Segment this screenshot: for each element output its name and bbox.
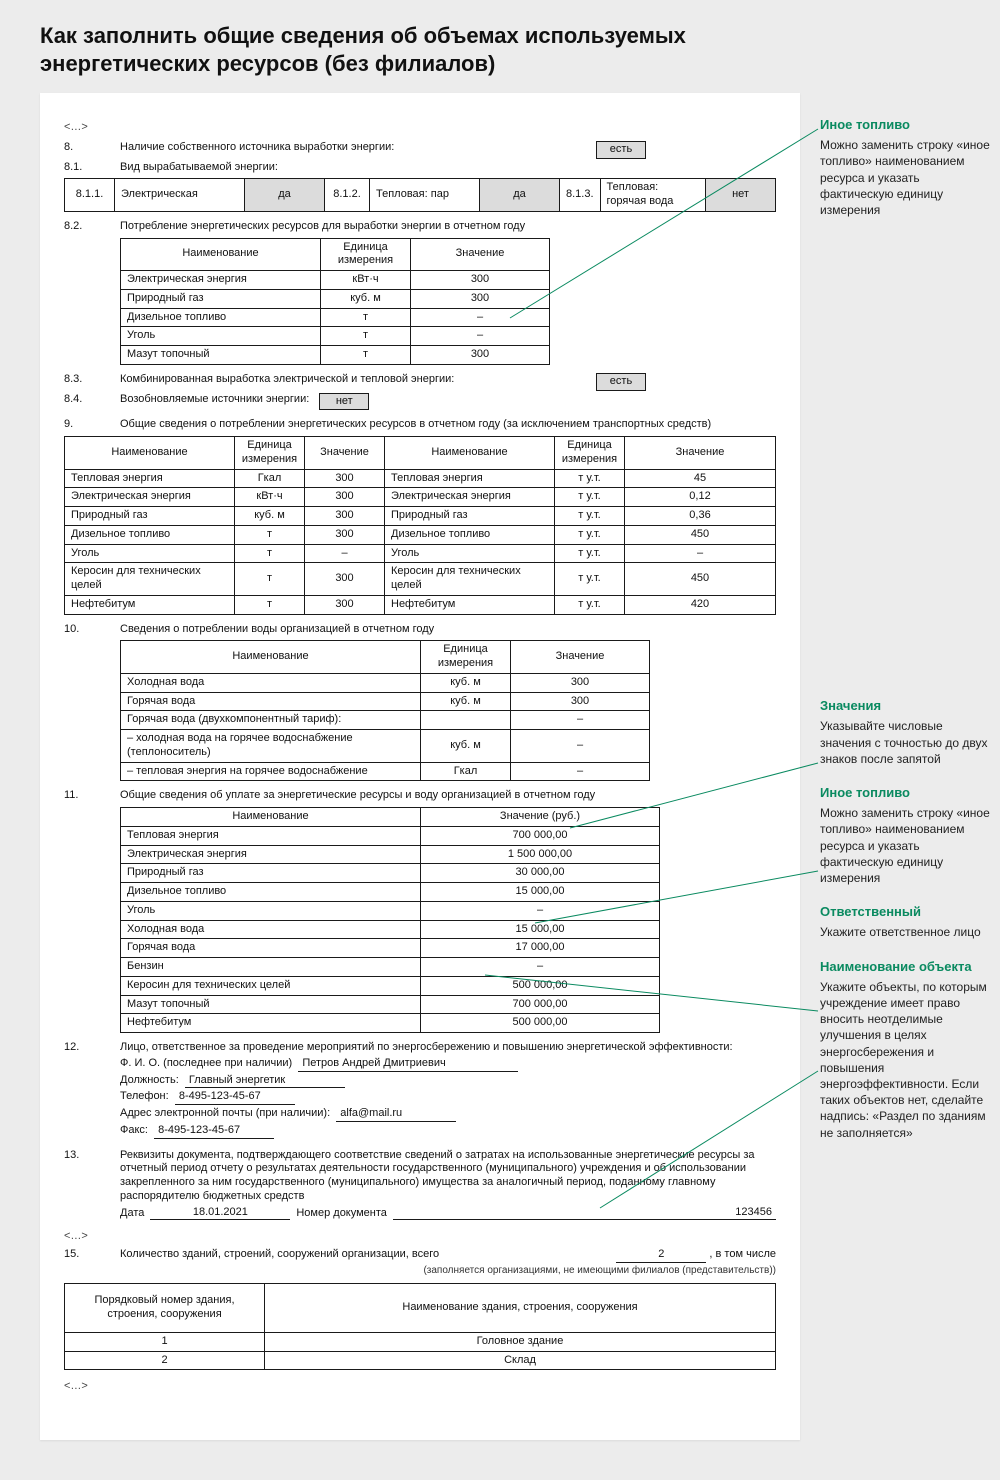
- row-10: 10. Сведения о потреблении воды организа…: [64, 623, 776, 637]
- table-row: Уголь–: [121, 901, 660, 920]
- table-row: Природный газкуб. м300Природный газт у.т…: [65, 507, 776, 526]
- field-fax: 8-495-123-45-67: [154, 1124, 274, 1139]
- table-row: Холодная вода15 000,00: [121, 920, 660, 939]
- table-row: 1Головное здание: [65, 1332, 776, 1351]
- table-15: Порядковый номер здания, строения, соору…: [64, 1283, 776, 1370]
- row-8-2: 8.2. Потребление энергетических ресурсов…: [64, 220, 776, 234]
- note-responsible: Ответственный Укажите ответственное лицо: [820, 904, 990, 940]
- note-values: Значения Указывайте числовые значения с …: [820, 698, 990, 767]
- field-fio: Петров Андрей Дмитриевич: [298, 1057, 518, 1072]
- ellipsis-top: <…>: [64, 121, 776, 135]
- table-row: Дизельное топливот300Дизельное топливот …: [65, 525, 776, 544]
- table-8-1-1: 8.1.1. Электрическая да 8.1.2. Тепловая:…: [64, 178, 776, 212]
- table-row: Тепловая энергияГкал300Тепловая энергият…: [65, 469, 776, 488]
- table-10: Наименование Единица измерения Значение …: [120, 640, 650, 781]
- note-object-name: Наименование объекта Укажите объекты, по…: [820, 959, 990, 1141]
- table-row: Керосин для технических целей500 000,00: [121, 976, 660, 995]
- table-8-2: Наименование Единица измерения Значение …: [120, 238, 550, 365]
- field-position: Главный энергетик: [185, 1074, 345, 1089]
- table-row: Угольт–Угольт у.т.–: [65, 544, 776, 563]
- table-row: – холодная вода на горячее водоснабжение…: [121, 730, 650, 763]
- row-15: 15. Количество зданий, строений, сооруже…: [64, 1248, 776, 1263]
- note-other-fuel-1: Иное топливо Можно заменить строку «иное…: [820, 117, 990, 218]
- field-docnum: 123456: [393, 1206, 776, 1221]
- table-row: Бензин–: [121, 958, 660, 977]
- table-row: Мазут топочныйт300: [121, 346, 550, 365]
- row-8-1: 8.1. Вид вырабатываемой энергии:: [64, 161, 776, 175]
- table-row: Электрическая энергиякВт·ч300: [121, 271, 550, 290]
- field-phone: 8-495-123-45-67: [175, 1090, 295, 1105]
- table-row: Дизельное топливот–: [121, 308, 550, 327]
- row-13: 13. Реквизиты документа, подтверждающего…: [64, 1149, 776, 1204]
- table-row: 2Склад: [65, 1351, 776, 1370]
- row-11: 11. Общие сведения об уплате за энергети…: [64, 789, 776, 803]
- section-12-fields: Ф. И. О. (последнее при наличии) Петров …: [120, 1057, 776, 1139]
- ellipsis-bottom: <…>: [64, 1380, 776, 1394]
- table-row: Природный газ30 000,00: [121, 864, 660, 883]
- table-row: – тепловая энергия на горячее водоснабже…: [121, 762, 650, 781]
- table-row: Дизельное топливо15 000,00: [121, 883, 660, 902]
- table-row: Керосин для технических целейт300Керосин…: [65, 563, 776, 596]
- table-row: Электрическая энергиякВт·ч300Электрическ…: [65, 488, 776, 507]
- table-row: Горячая водакуб. м300: [121, 692, 650, 711]
- document-sheet: <…> 8. Наличие собственного источника вы…: [40, 93, 800, 1440]
- ellipsis-mid: <…>: [64, 1230, 776, 1244]
- table-row: Тепловая энергия700 000,00: [121, 826, 660, 845]
- row-8-4: 8.4. Возобновляемые источники энергии: н…: [64, 393, 776, 411]
- table-9: Наименование Единица измерения Значение …: [64, 436, 776, 615]
- row-8-3: 8.3. Комбинированная выработка электриче…: [64, 373, 776, 391]
- table-row: Мазут топочный700 000,00: [121, 995, 660, 1014]
- table-row: Нефтебитум500 000,00: [121, 1014, 660, 1033]
- row-12: 12. Лицо, ответственное за проведение ме…: [64, 1041, 776, 1055]
- table-row: Природный газкуб. м300: [121, 289, 550, 308]
- table-row: Нефтебитумт300Нефтебитумт у.т.420: [65, 595, 776, 614]
- table-row: Горячая вода (двухкомпонентный тариф):–: [121, 711, 650, 730]
- field-date: 18.01.2021: [150, 1206, 290, 1221]
- table-row: Холодная водакуб. м300: [121, 673, 650, 692]
- field-building-count: 2: [616, 1248, 706, 1263]
- table-row: Электрическая энергия1 500 000,00: [121, 845, 660, 864]
- table-row: Угольт–: [121, 327, 550, 346]
- table-row: Горячая вода17 000,00: [121, 939, 660, 958]
- row-8: 8. Наличие собственного источника вырабо…: [64, 141, 776, 159]
- field-8-value: есть: [596, 141, 646, 159]
- hint-15: (заполняется организациями, не имеющими …: [64, 1265, 776, 1278]
- row-13-fields: Дата 18.01.2021 Номер документа 123456: [120, 1206, 776, 1221]
- annotations-sidebar: Иное топливо Можно заменить строку «иное…: [820, 93, 990, 1159]
- row-9: 9. Общие сведения о потреблении энергети…: [64, 418, 776, 432]
- table-11: Наименование Значение (руб.) Тепловая эн…: [120, 807, 660, 1033]
- field-email: alfa@mail.ru: [336, 1107, 456, 1122]
- note-other-fuel-2: Иное топливо Можно заменить строку «иное…: [820, 785, 990, 886]
- page-title: Как заполнить общие сведения об объемах …: [0, 0, 780, 93]
